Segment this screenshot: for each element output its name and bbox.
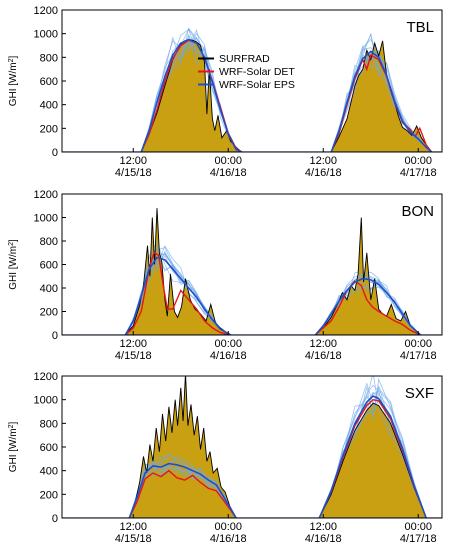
- y-tick-label: 0: [52, 513, 58, 525]
- y-tick-label: 400: [40, 283, 58, 295]
- x-tick-time: 12:00: [309, 155, 337, 167]
- legend-label: SURFRAD: [219, 53, 270, 65]
- wrf-eps-line-day2: [318, 395, 427, 518]
- x-tick-time: 12:00: [309, 521, 337, 533]
- y-axis-label: GHI [W/m2]: [8, 421, 20, 472]
- x-tick-date: 4/16/18: [210, 167, 247, 179]
- y-tick-label: 200: [40, 489, 58, 501]
- legend-label: WRF-Solar DET: [219, 66, 295, 78]
- x-tick-date: 4/15/18: [115, 167, 152, 179]
- surfrad-line-day2: [315, 217, 421, 335]
- x-tick-date: 4/16/18: [210, 350, 247, 362]
- x-tick-date: 4/17/18: [400, 350, 437, 362]
- y-tick-label: 200: [40, 123, 58, 135]
- surfrad-line-day1: [128, 376, 237, 518]
- x-tick-time: 00:00: [404, 338, 432, 350]
- x-tick-time: 12:00: [119, 338, 147, 350]
- y-tick-label: 1200: [34, 371, 58, 383]
- y-tick-label: 1000: [34, 29, 58, 41]
- x-tick-date: 4/15/18: [115, 533, 152, 545]
- wrf-det-line-day2: [314, 279, 421, 335]
- y-tick-label: 1000: [34, 395, 58, 407]
- x-tick-time: 12:00: [119, 155, 147, 167]
- surfrad-line-day2: [330, 40, 433, 152]
- eps-member-line: [128, 462, 237, 518]
- x-tick-date: 4/16/18: [305, 350, 342, 362]
- plot-area: [62, 208, 442, 335]
- legend-label: WRF-Solar EPS: [219, 79, 295, 91]
- x-tick-date: 4/16/18: [305, 533, 342, 545]
- y-tick-label: 600: [40, 442, 58, 454]
- x-tick-date: 4/15/18: [115, 350, 152, 362]
- panel-sxf: 02004006008001000120012:004/15/1800:004/…: [8, 371, 443, 545]
- surfrad-line-day2: [318, 402, 427, 518]
- wrf-eps-line-day1: [140, 38, 243, 152]
- eps-member-line: [140, 27, 242, 152]
- y-tick-label: 600: [40, 260, 58, 272]
- wrf-eps-line-day1: [124, 256, 231, 335]
- x-tick-date: 4/16/18: [210, 533, 247, 545]
- y-tick-label: 1200: [34, 189, 58, 201]
- x-tick-time: 12:00: [119, 521, 147, 533]
- y-tick-label: 600: [40, 76, 58, 88]
- y-tick-label: 0: [52, 330, 58, 342]
- x-tick-date: 4/17/18: [400, 167, 437, 179]
- y-tick-label: 800: [40, 418, 58, 430]
- plot-area: [62, 376, 442, 518]
- x-tick-time: 00:00: [404, 155, 432, 167]
- wrf-eps-line-day2: [314, 277, 422, 335]
- y-tick-label: 800: [40, 236, 58, 248]
- x-tick-time: 00:00: [214, 338, 242, 350]
- axes-frame: [61, 193, 443, 336]
- y-axis-label: GHI [W/m2]: [8, 239, 20, 290]
- site-label: BON: [401, 203, 434, 220]
- x-tick-time: 00:00: [404, 521, 432, 533]
- y-tick-label: 1000: [34, 213, 58, 225]
- x-tick-time: 12:00: [309, 338, 337, 350]
- surfrad-line-day1: [124, 208, 231, 335]
- panel-bon: 02004006008001000120012:004/15/1800:004/…: [8, 189, 443, 362]
- y-tick-label: 0: [52, 147, 58, 159]
- x-tick-date: 4/16/18: [305, 167, 342, 179]
- x-tick-time: 00:00: [214, 521, 242, 533]
- site-label: TBL: [406, 19, 434, 36]
- wrf-det-line-day1: [128, 469, 237, 518]
- wrf-eps-line-day2: [330, 50, 433, 152]
- wrf-eps-line-day1: [128, 462, 237, 518]
- y-tick-label: 800: [40, 52, 58, 64]
- surfrad-area-day2: [315, 217, 421, 335]
- surfrad-area-day2: [331, 40, 432, 152]
- y-axis-label: GHI [W/m2]: [8, 55, 20, 106]
- wrf-det-line-day1: [124, 251, 231, 335]
- y-tick-label: 1200: [34, 5, 58, 17]
- surfrad-area-day2: [319, 403, 427, 518]
- y-tick-label: 200: [40, 307, 58, 319]
- y-tick-label: 400: [40, 466, 58, 478]
- y-tick-label: 400: [40, 100, 58, 112]
- x-tick-date: 4/17/18: [400, 533, 437, 545]
- plot-area: [62, 27, 442, 152]
- site-label: SXF: [405, 385, 434, 402]
- panel-tbl: 02004006008001000120012:004/15/1800:004/…: [8, 5, 443, 179]
- x-tick-time: 00:00: [214, 155, 242, 167]
